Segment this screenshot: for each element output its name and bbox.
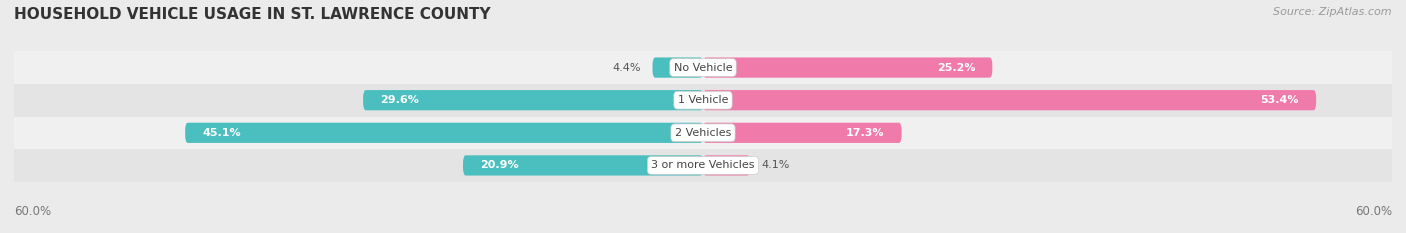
Bar xyxy=(14,84,1392,116)
Text: 60.0%: 60.0% xyxy=(1355,205,1392,218)
FancyBboxPatch shape xyxy=(186,123,703,143)
FancyBboxPatch shape xyxy=(463,155,703,175)
Text: 25.2%: 25.2% xyxy=(936,63,976,72)
Bar xyxy=(14,116,1392,149)
FancyBboxPatch shape xyxy=(363,90,703,110)
Text: 17.3%: 17.3% xyxy=(846,128,884,138)
Text: 3 or more Vehicles: 3 or more Vehicles xyxy=(651,161,755,170)
Text: 1 Vehicle: 1 Vehicle xyxy=(678,95,728,105)
FancyBboxPatch shape xyxy=(703,155,749,175)
Text: 60.0%: 60.0% xyxy=(14,205,51,218)
FancyBboxPatch shape xyxy=(703,58,993,78)
Bar xyxy=(14,149,1392,182)
Text: Source: ZipAtlas.com: Source: ZipAtlas.com xyxy=(1274,7,1392,17)
Text: 20.9%: 20.9% xyxy=(481,161,519,170)
Text: 4.4%: 4.4% xyxy=(613,63,641,72)
Bar xyxy=(14,51,1392,84)
FancyBboxPatch shape xyxy=(703,123,901,143)
Text: No Vehicle: No Vehicle xyxy=(673,63,733,72)
FancyBboxPatch shape xyxy=(652,58,703,78)
Text: 53.4%: 53.4% xyxy=(1260,95,1299,105)
Text: 45.1%: 45.1% xyxy=(202,128,240,138)
FancyBboxPatch shape xyxy=(703,90,1316,110)
Text: 4.1%: 4.1% xyxy=(762,161,790,170)
Text: 2 Vehicles: 2 Vehicles xyxy=(675,128,731,138)
Text: HOUSEHOLD VEHICLE USAGE IN ST. LAWRENCE COUNTY: HOUSEHOLD VEHICLE USAGE IN ST. LAWRENCE … xyxy=(14,7,491,22)
Text: 29.6%: 29.6% xyxy=(381,95,419,105)
